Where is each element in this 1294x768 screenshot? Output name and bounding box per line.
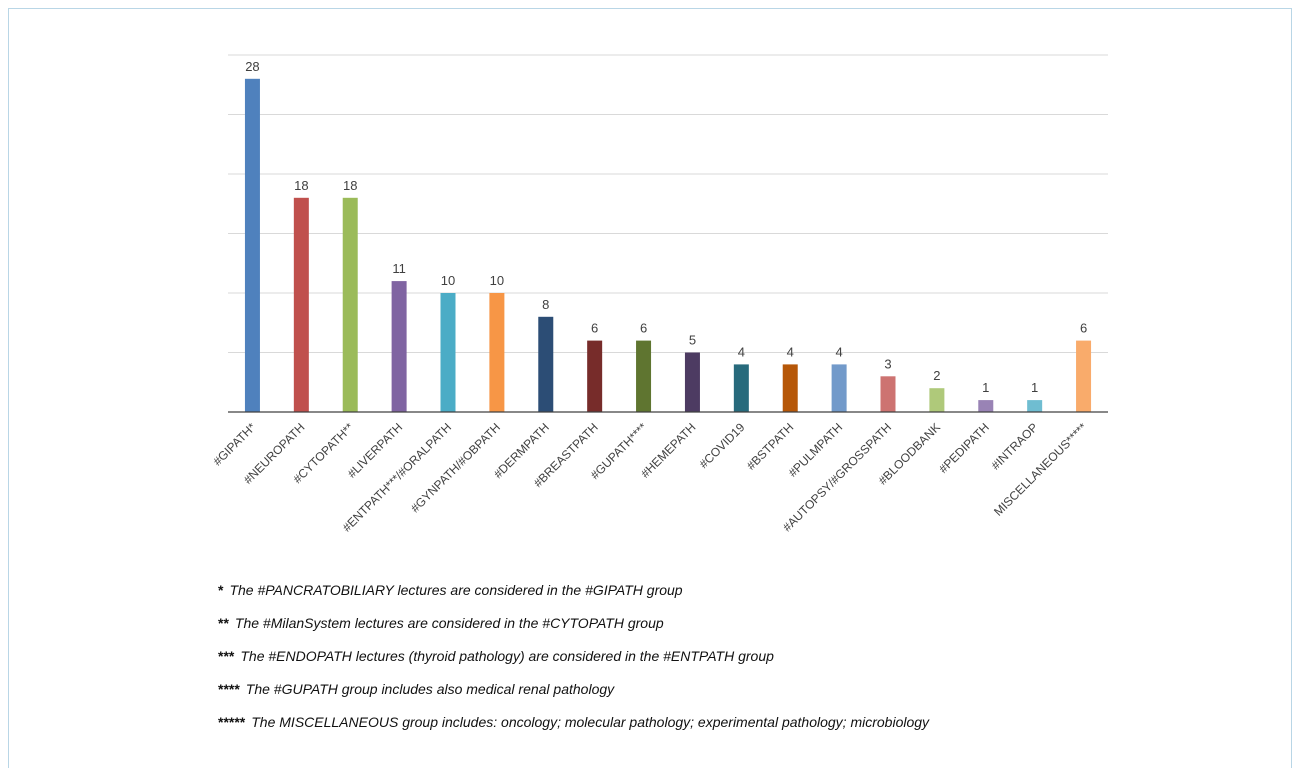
category-label: MISCELLANEOUS***** bbox=[991, 420, 1090, 519]
data-label: 11 bbox=[392, 261, 406, 276]
footnote: * The #PANCRATOBILIARY lectures are consi… bbox=[218, 580, 1118, 613]
footnote: ** The #MilanSystem lectures are consider… bbox=[218, 613, 1118, 646]
figure-frame bbox=[8, 8, 1292, 768]
bar bbox=[538, 316, 554, 412]
data-label: 18 bbox=[343, 178, 357, 193]
data-label: 1 bbox=[1031, 380, 1038, 395]
footnotes: * The #PANCRATOBILIARY lectures are consi… bbox=[218, 580, 1118, 745]
category-label: #BSTPATH bbox=[744, 420, 796, 472]
data-label: 5 bbox=[689, 333, 696, 348]
footnote: **** The #GUPATH group includes also medi… bbox=[218, 679, 1118, 712]
data-label: 1 bbox=[982, 380, 989, 395]
data-label: 10 bbox=[441, 273, 455, 288]
bar bbox=[782, 364, 798, 412]
footnote-text: The #GUPATH group includes also medical … bbox=[245, 681, 615, 697]
bar bbox=[391, 281, 407, 412]
data-label: 6 bbox=[1080, 321, 1087, 336]
footnote-marker: **** bbox=[218, 681, 240, 697]
bar bbox=[293, 197, 309, 412]
footnote-marker: * bbox=[218, 582, 224, 598]
data-label: 2 bbox=[933, 368, 940, 383]
bar bbox=[342, 197, 358, 412]
footnote-marker: *** bbox=[218, 648, 235, 664]
footnote: *** The #ENDOPATH lectures (thyroid patho… bbox=[218, 646, 1118, 679]
footnote: ***** The MISCELLANEOUS group includes: o… bbox=[218, 712, 1118, 745]
bar bbox=[684, 352, 700, 412]
bar bbox=[831, 364, 847, 412]
category-label: #INTRAOP bbox=[988, 420, 1040, 472]
footnote-text: The #MilanSystem lectures are considered… bbox=[234, 615, 664, 631]
data-label: 4 bbox=[738, 344, 745, 359]
footnote-marker: ***** bbox=[218, 714, 246, 730]
data-label: 6 bbox=[591, 321, 598, 336]
bar bbox=[929, 388, 945, 412]
data-label: 10 bbox=[490, 273, 504, 288]
bar bbox=[1027, 400, 1043, 412]
bar bbox=[489, 293, 505, 412]
data-label: 4 bbox=[787, 344, 794, 359]
bar bbox=[636, 340, 652, 412]
bar bbox=[978, 400, 994, 412]
bar bbox=[733, 364, 749, 412]
bar bbox=[440, 293, 456, 412]
bar bbox=[244, 78, 260, 413]
category-label: #COVID19 bbox=[697, 420, 748, 471]
data-label: 4 bbox=[835, 344, 842, 359]
bar-chart: 28#GIPATH*18#NEUROPATH18#CYTOPATH**11#LI… bbox=[210, 54, 1108, 535]
category-label: #GIPATH* bbox=[210, 420, 258, 468]
footnote-text: The #ENDOPATH lectures (thyroid patholog… bbox=[240, 648, 774, 664]
bar bbox=[880, 376, 896, 412]
bar bbox=[587, 340, 603, 412]
category-label: #PEDIPATH bbox=[936, 420, 992, 476]
footnote-text: The MISCELLANEOUS group includes: oncolo… bbox=[251, 714, 930, 730]
data-label: 8 bbox=[542, 297, 549, 312]
bar bbox=[1076, 340, 1092, 412]
data-label: 6 bbox=[640, 321, 647, 336]
data-label: 18 bbox=[294, 178, 308, 193]
data-label: 3 bbox=[884, 356, 891, 371]
footnote-text: The #PANCRATOBILIARY lectures are consid… bbox=[229, 582, 683, 598]
footnote-marker: ** bbox=[218, 615, 229, 631]
data-label: 28 bbox=[245, 59, 259, 74]
category-label: #GYNPATH/#OBPATH bbox=[408, 420, 503, 515]
